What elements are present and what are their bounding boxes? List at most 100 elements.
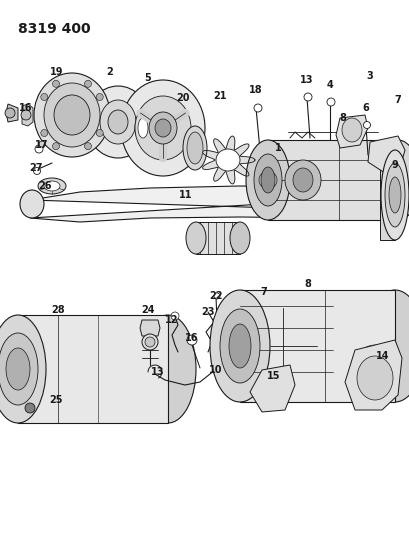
Circle shape bbox=[5, 108, 15, 118]
Circle shape bbox=[145, 337, 155, 347]
Circle shape bbox=[35, 145, 43, 153]
Ellipse shape bbox=[54, 95, 90, 135]
Circle shape bbox=[40, 93, 48, 101]
Ellipse shape bbox=[341, 118, 361, 142]
Circle shape bbox=[213, 293, 220, 299]
Circle shape bbox=[25, 403, 35, 413]
Text: 16: 16 bbox=[185, 333, 198, 343]
Circle shape bbox=[187, 335, 196, 345]
Ellipse shape bbox=[0, 315, 46, 423]
Ellipse shape bbox=[356, 356, 392, 400]
Ellipse shape bbox=[44, 83, 100, 147]
Ellipse shape bbox=[100, 100, 136, 144]
Polygon shape bbox=[6, 104, 18, 122]
Text: 6: 6 bbox=[362, 103, 369, 113]
Circle shape bbox=[254, 104, 261, 112]
Polygon shape bbox=[196, 222, 239, 254]
Ellipse shape bbox=[38, 178, 66, 194]
Ellipse shape bbox=[229, 324, 250, 368]
Ellipse shape bbox=[138, 118, 148, 138]
Polygon shape bbox=[379, 150, 394, 240]
Ellipse shape bbox=[148, 112, 177, 144]
Text: 19: 19 bbox=[50, 67, 63, 77]
Circle shape bbox=[21, 110, 31, 120]
Ellipse shape bbox=[254, 154, 281, 206]
Text: 21: 21 bbox=[213, 91, 226, 101]
Text: 11: 11 bbox=[179, 190, 192, 200]
Ellipse shape bbox=[0, 333, 38, 405]
Ellipse shape bbox=[216, 149, 239, 171]
Ellipse shape bbox=[245, 140, 289, 220]
Ellipse shape bbox=[384, 163, 404, 227]
Circle shape bbox=[52, 80, 59, 87]
Text: 8319 400: 8319 400 bbox=[18, 22, 90, 36]
Ellipse shape bbox=[292, 168, 312, 192]
Ellipse shape bbox=[108, 110, 128, 134]
Text: 10: 10 bbox=[209, 365, 222, 375]
Text: 27: 27 bbox=[29, 163, 43, 173]
Polygon shape bbox=[22, 104, 33, 126]
Text: 5: 5 bbox=[144, 73, 151, 83]
Polygon shape bbox=[344, 340, 401, 410]
Text: 3: 3 bbox=[366, 71, 373, 81]
Text: 16: 16 bbox=[19, 103, 33, 113]
Ellipse shape bbox=[139, 315, 196, 423]
Circle shape bbox=[363, 122, 370, 128]
Text: 8: 8 bbox=[304, 279, 311, 289]
Text: 9: 9 bbox=[391, 160, 398, 170]
Text: 8: 8 bbox=[339, 113, 346, 123]
Ellipse shape bbox=[44, 181, 60, 191]
Ellipse shape bbox=[135, 114, 151, 142]
Ellipse shape bbox=[261, 167, 274, 193]
Circle shape bbox=[52, 143, 59, 150]
Text: 2: 2 bbox=[106, 67, 113, 77]
Text: 7: 7 bbox=[393, 95, 400, 105]
Polygon shape bbox=[267, 140, 397, 220]
Ellipse shape bbox=[229, 222, 249, 254]
Circle shape bbox=[142, 334, 157, 350]
Ellipse shape bbox=[186, 222, 205, 254]
Ellipse shape bbox=[209, 290, 270, 402]
Polygon shape bbox=[367, 136, 404, 175]
Ellipse shape bbox=[388, 177, 400, 213]
Ellipse shape bbox=[187, 132, 202, 164]
Polygon shape bbox=[139, 320, 160, 336]
Ellipse shape bbox=[375, 140, 409, 220]
Ellipse shape bbox=[86, 86, 150, 158]
Circle shape bbox=[171, 312, 179, 320]
Ellipse shape bbox=[380, 150, 408, 240]
Text: 13: 13 bbox=[299, 75, 313, 85]
Polygon shape bbox=[335, 115, 367, 148]
Circle shape bbox=[303, 93, 311, 101]
Text: 18: 18 bbox=[249, 85, 262, 95]
Text: 12: 12 bbox=[165, 315, 178, 325]
Text: 28: 28 bbox=[51, 305, 65, 315]
Ellipse shape bbox=[155, 119, 171, 137]
Text: 7: 7 bbox=[260, 287, 267, 297]
Ellipse shape bbox=[284, 160, 320, 200]
Circle shape bbox=[34, 167, 40, 174]
Ellipse shape bbox=[386, 190, 406, 216]
Text: 23: 23 bbox=[201, 307, 214, 317]
Ellipse shape bbox=[20, 190, 44, 218]
Polygon shape bbox=[249, 365, 294, 412]
Circle shape bbox=[39, 141, 45, 147]
Text: 1: 1 bbox=[274, 143, 281, 153]
Circle shape bbox=[258, 171, 276, 189]
Polygon shape bbox=[239, 290, 394, 402]
Circle shape bbox=[40, 130, 48, 136]
Text: 15: 15 bbox=[267, 371, 280, 381]
Text: 24: 24 bbox=[141, 305, 154, 315]
Text: 25: 25 bbox=[49, 395, 63, 405]
Circle shape bbox=[326, 98, 334, 106]
Text: 13: 13 bbox=[151, 367, 164, 377]
Ellipse shape bbox=[135, 96, 191, 160]
Ellipse shape bbox=[182, 126, 207, 170]
Text: 20: 20 bbox=[176, 93, 189, 103]
Polygon shape bbox=[30, 186, 397, 222]
Polygon shape bbox=[18, 315, 168, 423]
Polygon shape bbox=[202, 136, 254, 184]
Text: 22: 22 bbox=[209, 291, 222, 301]
Text: 4: 4 bbox=[326, 80, 333, 90]
Circle shape bbox=[96, 93, 103, 101]
